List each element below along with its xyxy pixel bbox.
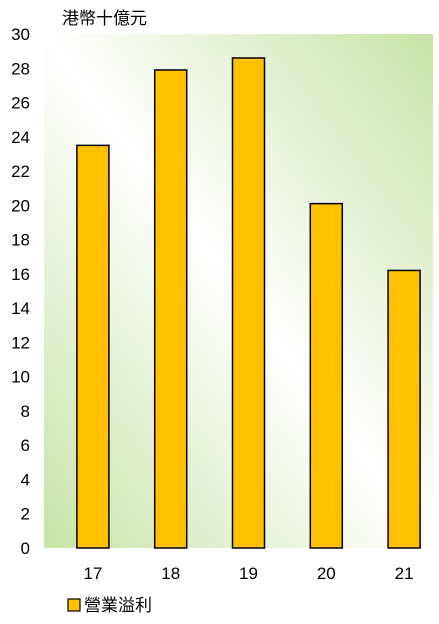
- legend-label: 營業溢利: [84, 596, 152, 615]
- y-tick-label: 12: [11, 333, 30, 352]
- bars: [76, 57, 421, 549]
- y-tick-label: 24: [11, 128, 30, 147]
- x-tick-label: 17: [83, 564, 102, 583]
- bar: [387, 269, 421, 549]
- x-axis-ticks: 17 18 19 20 21: [83, 564, 413, 583]
- y-tick-label: 2: [21, 505, 30, 524]
- bar: [309, 202, 344, 549]
- y-axis-unit-label: 港幣十億元: [62, 9, 147, 28]
- x-tick-label: 20: [317, 564, 336, 583]
- legend: 營業溢利: [67, 596, 152, 615]
- y-tick-label: 18: [11, 231, 30, 250]
- y-tick-label: 26: [11, 94, 30, 113]
- y-tick-label: 28: [11, 59, 30, 78]
- y-tick-label: 10: [11, 368, 30, 387]
- y-tick-label: 8: [21, 402, 30, 421]
- x-tick-label: 19: [239, 564, 258, 583]
- x-tick-label: 21: [395, 564, 414, 583]
- y-tick-label: 4: [21, 470, 30, 489]
- y-tick-label: 22: [11, 162, 30, 181]
- bar: [231, 57, 266, 549]
- y-tick-label: 20: [11, 196, 30, 215]
- y-tick-label: 30: [11, 25, 30, 44]
- y-tick-label: 0: [21, 539, 30, 558]
- x-tick-label: 18: [161, 564, 180, 583]
- y-tick-label: 6: [21, 436, 30, 455]
- y-tick-label: 14: [11, 299, 30, 318]
- bar: [153, 69, 188, 549]
- bar: [76, 144, 110, 549]
- y-tick-label: 16: [11, 265, 30, 284]
- legend-swatch: [67, 598, 81, 612]
